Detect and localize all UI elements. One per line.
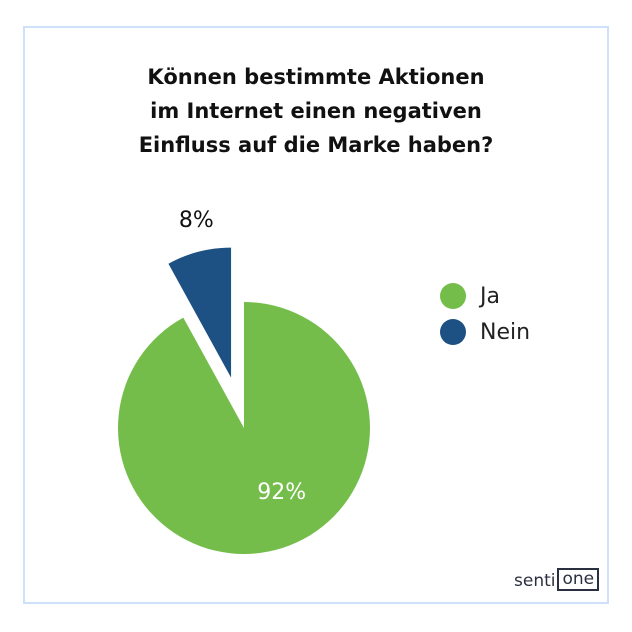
title-line: Können bestimmte Aktionen	[147, 65, 485, 89]
legend-item-nein: Nein	[440, 314, 530, 350]
legend-swatch	[440, 319, 466, 345]
chart-title: Können bestimmte Aktionen im Internet ei…	[60, 60, 572, 162]
legend-label: Nein	[480, 319, 531, 345]
logo-text: senti	[514, 571, 556, 591]
pie-slice-nein	[168, 247, 232, 378]
title-line: im Internet einen negativen	[150, 99, 482, 123]
sentione-logo: senti one	[514, 568, 600, 591]
title-line: Einfluss auf die Marke haben?	[138, 133, 494, 157]
data-label-ja: 92%	[257, 480, 306, 505]
legend-item-ja: Ja	[440, 278, 530, 314]
chart-frame	[23, 26, 609, 604]
legend-swatch	[440, 283, 466, 309]
legend: Ja Nein	[440, 278, 530, 350]
pie-slice-ja	[117, 302, 370, 554]
logo-text-box: one	[557, 568, 600, 591]
legend-label: Ja	[480, 283, 500, 309]
data-label-nein: 8%	[179, 208, 214, 233]
